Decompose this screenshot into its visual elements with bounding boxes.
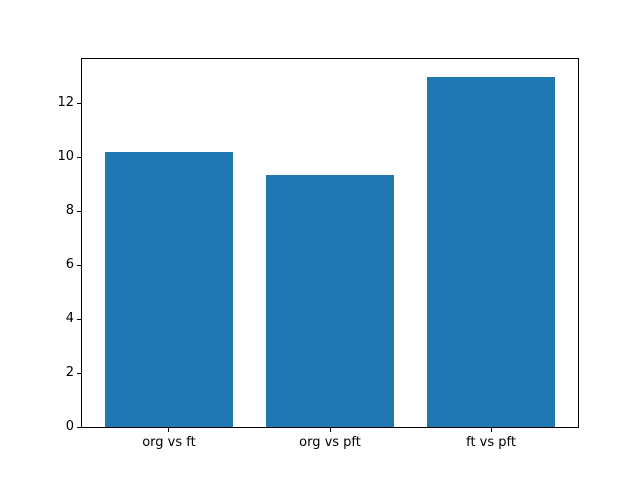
plot-area: org vs ft org vs pft ft vs pft 0 2 4 6 8 10 12 [57, 58, 579, 450]
y-axis-tick [77, 102, 81, 104]
y-axis-tick-label: 8 [65, 203, 74, 219]
y-axis-tick [77, 372, 81, 374]
y-axis-tick [77, 264, 81, 266]
x-axis-tick-label: org vs ft [142, 435, 196, 450]
y-axis-tick-label: 0 [65, 419, 74, 434]
x-axis-tick [168, 428, 170, 432]
x-axis-tick [329, 428, 331, 432]
bar-org-vs-pft [265, 174, 395, 427]
y-axis-tick-label: 4 [65, 311, 74, 327]
x-axis-tick [490, 428, 492, 432]
y-axis-tick-label: 2 [65, 365, 74, 381]
y-axis-tick-label: 10 [57, 149, 74, 165]
x-axis-tick-label: org vs pft [299, 435, 361, 450]
bar-ft-vs-pft [426, 76, 556, 427]
y-axis-tick-label: 12 [57, 95, 74, 111]
y-axis-tick [77, 210, 81, 212]
x-axis-tick-label: ft vs pft [466, 435, 516, 450]
y-axis-tick [77, 156, 81, 158]
bar-org-vs-ft [104, 152, 234, 427]
y-axis-tick [77, 426, 81, 428]
y-axis-tick-label: 6 [65, 257, 74, 273]
y-axis-tick [77, 318, 81, 320]
